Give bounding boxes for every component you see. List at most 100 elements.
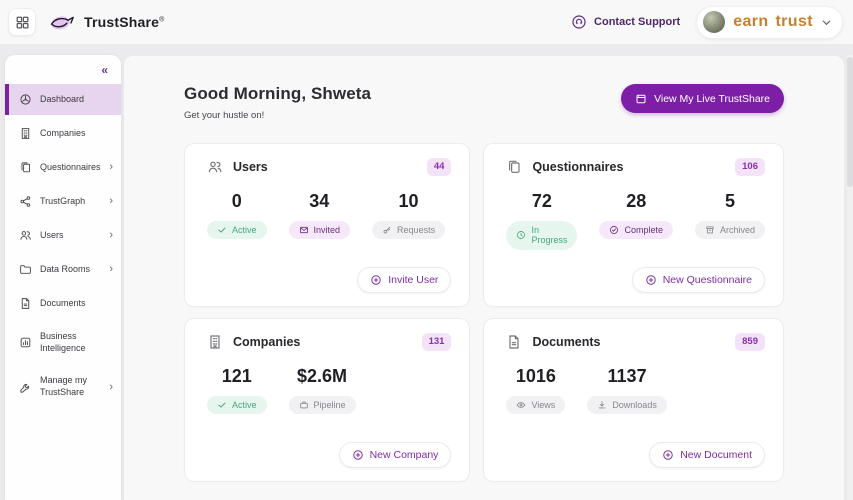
sidebar-item-users[interactable]: Users › bbox=[5, 220, 121, 251]
sidebar-item-companies[interactable]: Companies bbox=[5, 118, 121, 149]
stat-requests: 10 Requests bbox=[372, 191, 446, 240]
dashboard-icon bbox=[19, 93, 32, 106]
card-title: Documents bbox=[532, 334, 601, 349]
key-icon bbox=[382, 225, 392, 235]
scrollbar[interactable] bbox=[847, 55, 853, 500]
app-grid-icon bbox=[15, 15, 30, 30]
documents-card: Documents 859 1016 Views 1137 bbox=[483, 318, 784, 482]
sidebar-nav: Dashboard Companies bbox=[5, 84, 121, 408]
network-nodes-icon bbox=[19, 195, 32, 208]
brand-name: TrustShare® bbox=[84, 14, 165, 30]
users-icon bbox=[207, 159, 223, 175]
plus-circle-icon bbox=[645, 274, 657, 286]
status-badge: Active bbox=[207, 395, 267, 415]
status-badge: Complete bbox=[599, 220, 673, 240]
users-card: Users 44 0 Active 34 bbox=[184, 143, 471, 307]
questionnaires-card: Questionnaires 106 72 In Progress 28 bbox=[483, 143, 784, 307]
wrench-icon bbox=[19, 381, 32, 394]
collapse-sidebar-icon[interactable]: « bbox=[101, 63, 108, 77]
building-icon bbox=[207, 334, 223, 350]
registered-mark: ® bbox=[159, 16, 165, 24]
plus-circle-icon bbox=[352, 449, 364, 461]
sidebar-item-documents[interactable]: Documents bbox=[5, 288, 121, 319]
chevron-right-icon: › bbox=[109, 263, 113, 275]
count-badge: 44 bbox=[426, 158, 452, 176]
app-launcher-button[interactable] bbox=[8, 8, 36, 36]
card-title: Companies bbox=[233, 334, 301, 349]
contact-support-label: Contact Support bbox=[594, 16, 681, 28]
stat-pipeline: $2.6M Pipeline bbox=[288, 366, 356, 415]
new-document-button[interactable]: New Document bbox=[649, 442, 765, 468]
status-badge: Downloads bbox=[587, 395, 667, 415]
status-badge: Invited bbox=[288, 220, 351, 240]
account-menu[interactable]: earn trust bbox=[696, 5, 843, 39]
new-questionnaire-button[interactable]: New Questionnaire bbox=[631, 267, 765, 293]
check-icon bbox=[217, 225, 227, 235]
view-live-trustshare-button[interactable]: View My Live TrustShare bbox=[621, 84, 784, 113]
check-circle-icon bbox=[609, 225, 619, 235]
stat-in-progress: 72 In Progress bbox=[506, 191, 578, 251]
stat-invited: 34 Invited bbox=[288, 191, 351, 240]
companies-card: Companies 131 121 Active $2.6M bbox=[184, 318, 471, 482]
sidebar-item-questionnaires[interactable]: Questionnaires › bbox=[5, 152, 121, 183]
chevron-right-icon: › bbox=[109, 161, 113, 173]
stat-complete: 28 Complete bbox=[599, 191, 673, 251]
chart-icon bbox=[19, 336, 32, 349]
sidebar-item-manage-trustshare[interactable]: Manage my TrustShare › bbox=[5, 366, 121, 407]
document-icon bbox=[19, 297, 32, 310]
status-badge: Requests bbox=[372, 220, 446, 240]
account-name: earn trust bbox=[733, 13, 813, 30]
scrollbar-thumb[interactable] bbox=[847, 57, 853, 187]
archive-icon bbox=[705, 225, 715, 235]
plus-circle-icon bbox=[662, 449, 674, 461]
briefcase-icon bbox=[299, 400, 309, 410]
status-badge: In Progress bbox=[506, 220, 578, 251]
check-icon bbox=[217, 400, 227, 410]
folder-icon bbox=[19, 263, 32, 276]
chevron-down-icon bbox=[821, 17, 832, 28]
eye-icon bbox=[516, 400, 526, 410]
sidebar-item-dashboard[interactable]: Dashboard bbox=[5, 84, 121, 115]
status-badge: Pipeline bbox=[288, 395, 356, 415]
main-content: Good Morning, Shweta Get your hustle on!… bbox=[123, 55, 845, 500]
stat-downloads: 1137 Downloads bbox=[587, 366, 667, 415]
page-title: Good Morning, Shweta bbox=[184, 84, 372, 103]
status-badge: Archived bbox=[694, 220, 765, 240]
chevron-right-icon: › bbox=[109, 229, 113, 241]
new-company-button[interactable]: New Company bbox=[338, 442, 452, 468]
sidebar-item-data-rooms[interactable]: Data Rooms › bbox=[5, 254, 121, 285]
stat-active: 121 Active bbox=[207, 366, 267, 415]
greeting-block: Good Morning, Shweta Get your hustle on! bbox=[184, 84, 371, 121]
sidebar-item-business-intelligence[interactable]: Business Intelligence bbox=[5, 322, 121, 363]
download-icon bbox=[597, 400, 607, 410]
contact-support-link[interactable]: Contact Support bbox=[571, 14, 680, 30]
card-title: Questionnaires bbox=[532, 159, 624, 174]
clock-icon bbox=[516, 230, 526, 240]
status-badge: Active bbox=[207, 220, 267, 240]
users-icon bbox=[19, 229, 32, 242]
stat-archived: 5 Archived bbox=[694, 191, 765, 251]
user-avatar bbox=[703, 11, 726, 33]
chevron-right-icon: › bbox=[109, 195, 113, 207]
pages-icon bbox=[19, 161, 32, 174]
pages-icon bbox=[506, 159, 522, 175]
window-icon bbox=[635, 93, 647, 105]
stat-views: 1016 Views bbox=[506, 366, 566, 415]
stat-active: 0 Active bbox=[207, 191, 267, 240]
document-icon bbox=[506, 334, 522, 350]
support-headset-icon bbox=[571, 14, 587, 30]
count-badge: 859 bbox=[735, 333, 765, 351]
page-subtitle: Get your hustle on! bbox=[184, 110, 265, 121]
sidebar-item-trustgraph[interactable]: TrustGraph › bbox=[5, 186, 121, 217]
card-title: Users bbox=[233, 159, 268, 174]
status-badge: Views bbox=[506, 395, 566, 415]
invite-user-button[interactable]: Invite User bbox=[357, 267, 452, 293]
top-header: TrustShare® Contact Support earn trust bbox=[0, 0, 853, 44]
count-badge: 131 bbox=[421, 333, 452, 351]
count-badge: 106 bbox=[735, 158, 765, 176]
building-icon bbox=[19, 127, 32, 140]
sidebar: « Dashboard bbox=[5, 55, 121, 500]
plus-circle-icon bbox=[370, 274, 382, 286]
chevron-right-icon: › bbox=[109, 380, 113, 393]
trustshare-logo-icon bbox=[48, 11, 78, 33]
